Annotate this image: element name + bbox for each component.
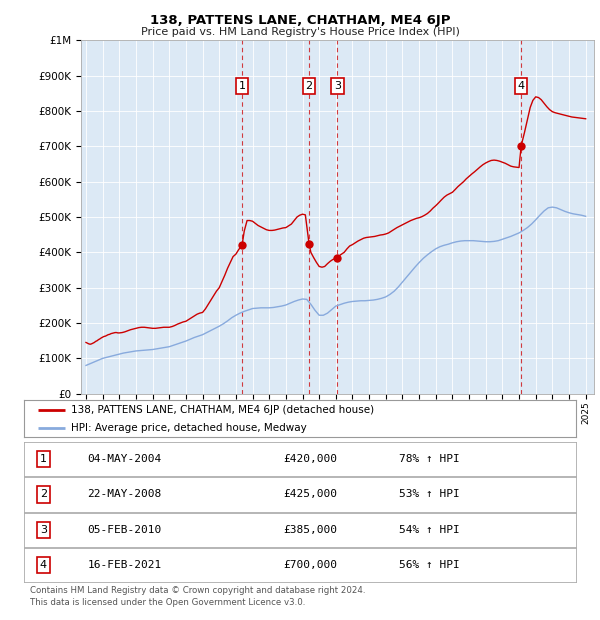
Text: 16-FEB-2021: 16-FEB-2021 bbox=[88, 560, 162, 570]
Text: £425,000: £425,000 bbox=[283, 489, 337, 500]
Text: 05-FEB-2010: 05-FEB-2010 bbox=[88, 525, 162, 535]
Text: 78% ↑ HPI: 78% ↑ HPI bbox=[400, 454, 460, 464]
Text: 4: 4 bbox=[517, 81, 524, 91]
Text: £700,000: £700,000 bbox=[283, 560, 337, 570]
Text: Contains HM Land Registry data © Crown copyright and database right 2024.: Contains HM Land Registry data © Crown c… bbox=[30, 586, 365, 595]
Text: 54% ↑ HPI: 54% ↑ HPI bbox=[400, 525, 460, 535]
Text: 2: 2 bbox=[40, 489, 47, 500]
Text: 138, PATTENS LANE, CHATHAM, ME4 6JP: 138, PATTENS LANE, CHATHAM, ME4 6JP bbox=[150, 14, 450, 27]
Text: 138, PATTENS LANE, CHATHAM, ME4 6JP (detached house): 138, PATTENS LANE, CHATHAM, ME4 6JP (det… bbox=[71, 405, 374, 415]
Text: Price paid vs. HM Land Registry's House Price Index (HPI): Price paid vs. HM Land Registry's House … bbox=[140, 27, 460, 37]
Text: This data is licensed under the Open Government Licence v3.0.: This data is licensed under the Open Gov… bbox=[30, 598, 305, 607]
Text: £420,000: £420,000 bbox=[283, 454, 337, 464]
Text: 3: 3 bbox=[40, 525, 47, 535]
Text: 22-MAY-2008: 22-MAY-2008 bbox=[88, 489, 162, 500]
Text: 56% ↑ HPI: 56% ↑ HPI bbox=[400, 560, 460, 570]
Text: 4: 4 bbox=[40, 560, 47, 570]
Text: HPI: Average price, detached house, Medway: HPI: Average price, detached house, Medw… bbox=[71, 423, 307, 433]
Text: 1: 1 bbox=[40, 454, 47, 464]
Text: 2: 2 bbox=[305, 81, 313, 91]
Text: 1: 1 bbox=[239, 81, 245, 91]
Text: 53% ↑ HPI: 53% ↑ HPI bbox=[400, 489, 460, 500]
Text: 04-MAY-2004: 04-MAY-2004 bbox=[88, 454, 162, 464]
Text: 3: 3 bbox=[334, 81, 341, 91]
Text: £385,000: £385,000 bbox=[283, 525, 337, 535]
